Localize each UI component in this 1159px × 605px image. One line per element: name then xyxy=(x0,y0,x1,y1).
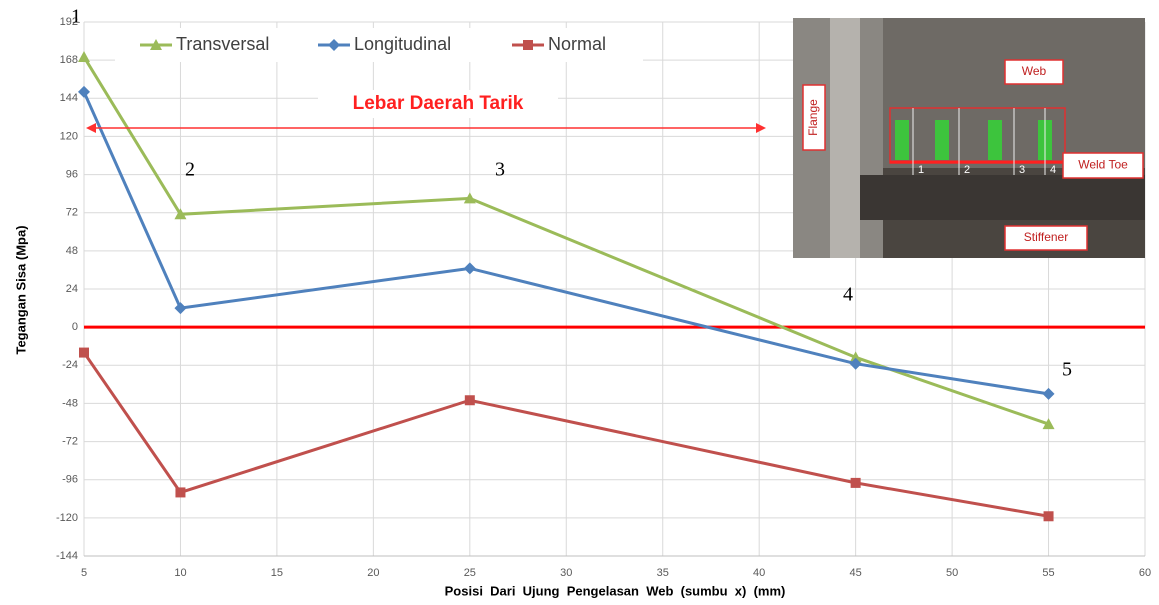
inset-number: 4 xyxy=(1050,164,1056,176)
x-tick-label: 35 xyxy=(657,567,669,579)
x-tick-label: 60 xyxy=(1139,567,1151,579)
inset-label: Stiffener xyxy=(1024,230,1068,244)
legend-marker xyxy=(523,40,533,50)
x-tick-label: 30 xyxy=(560,567,572,579)
x-tick-label: 55 xyxy=(1042,567,1054,579)
inset-label: Flange xyxy=(806,99,820,136)
x-tick-label: 45 xyxy=(850,567,862,579)
y-tick-label: -96 xyxy=(62,474,78,486)
x-tick-label: 25 xyxy=(464,567,476,579)
gauge xyxy=(895,120,909,160)
inset-number: 3 xyxy=(1019,164,1025,176)
gauge xyxy=(988,120,1002,160)
marker xyxy=(1044,511,1054,521)
legend-label: Longitudinal xyxy=(354,34,451,54)
marker xyxy=(175,487,185,497)
inset-photo: Web Flange Weld Toe Stiffener 1 2 3 4 xyxy=(793,18,1145,258)
y-tick-label: 168 xyxy=(60,54,78,66)
y-tick-label: 72 xyxy=(66,207,78,219)
weld-region xyxy=(860,175,1145,220)
inset-number: 1 xyxy=(918,164,924,176)
x-tick-label: 40 xyxy=(753,567,765,579)
marker xyxy=(465,395,475,405)
x-tick-label: 20 xyxy=(367,567,379,579)
marker xyxy=(79,348,89,358)
point-number: 2 xyxy=(185,159,195,181)
y-tick-label: 144 xyxy=(60,92,78,104)
marker xyxy=(851,478,861,488)
y-tick-label: 120 xyxy=(60,130,78,142)
y-tick-label: -120 xyxy=(56,512,78,524)
legend-label: Normal xyxy=(548,34,606,54)
y-tick-label: -144 xyxy=(56,550,78,562)
x-tick-label: 15 xyxy=(271,567,283,579)
y-tick-label: -48 xyxy=(62,397,78,409)
inset-label: Web xyxy=(1022,64,1047,78)
y-tick-label: -24 xyxy=(62,359,78,371)
point-number: 1 xyxy=(71,6,81,28)
y-tick-label: 0 xyxy=(72,321,78,333)
x-tick-label: 10 xyxy=(174,567,186,579)
y-tick-label: 48 xyxy=(66,245,78,257)
inset-label: Weld Toe xyxy=(1078,158,1128,172)
y-axis-label: Tegangan Sisa (Mpa) xyxy=(13,225,28,354)
x-axis-label: Posisi Dari Ujung Pengelasan Web (sumbu … xyxy=(445,583,786,598)
gauge xyxy=(935,120,949,160)
x-tick-label: 50 xyxy=(946,567,958,579)
chart: Tegangan Sisa (Mpa) Posisi Dari Ujung Pe… xyxy=(0,0,1159,605)
point-number: 5 xyxy=(1062,359,1072,381)
y-tick-label: -72 xyxy=(62,435,78,447)
annotation: Lebar Daerah Tarik xyxy=(353,93,524,114)
point-number: 3 xyxy=(495,159,505,181)
y-tick-label: 24 xyxy=(66,283,78,295)
x-tick-label: 5 xyxy=(81,567,87,579)
point-number: 4 xyxy=(843,284,853,306)
y-tick-label: 96 xyxy=(66,168,78,180)
legend-label: Transversal xyxy=(176,34,269,54)
flange-highlight xyxy=(830,18,860,258)
legend: Transversal Longitudinal Normal xyxy=(115,28,643,62)
inset-number: 2 xyxy=(964,164,970,176)
